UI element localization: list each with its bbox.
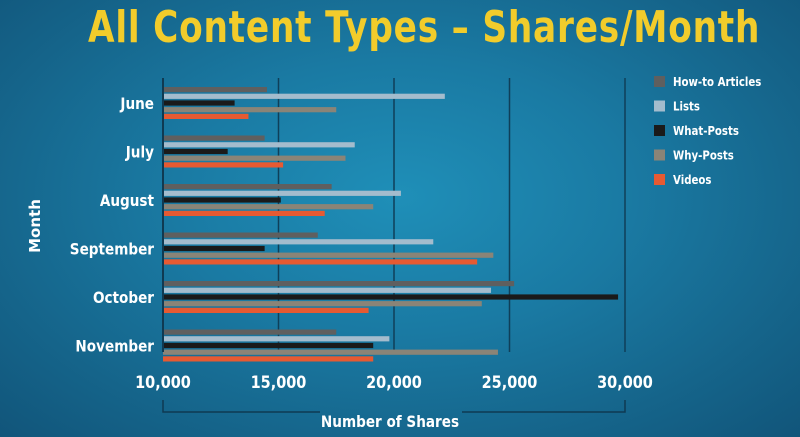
x-tick-label: 20,000 [366,372,422,392]
legend-swatch [654,174,665,185]
legend-label: What-Posts [673,124,739,138]
x-axis-label: Number of Shares [321,413,459,431]
legend-label: Lists [673,100,700,114]
x-tick-label: 25,000 [482,372,538,392]
x-tick-label: 15,000 [251,372,307,392]
x-tick-label: 30,000 [597,372,653,392]
y-tick-label: November [75,337,154,355]
x-tick-label: 10,000 [135,372,191,392]
bar [163,301,482,307]
legend-label: Why-Posts [673,149,734,163]
bar [163,87,267,93]
bar [163,148,228,155]
y-tick-label: October [93,289,155,307]
chart-title: All Content Types – Shares/Month [88,2,761,53]
bar [163,356,374,362]
y-tick-label: August [100,192,154,210]
legend-swatch [654,100,665,112]
bar [163,162,284,168]
y-tick-label: September [70,240,155,258]
y-axis-label: Month [26,199,44,253]
bar [163,204,374,210]
bar [163,259,478,265]
bar [163,135,265,141]
bar [163,349,498,355]
legend-label: Videos [673,173,712,187]
legend-swatch [654,125,665,136]
axes: June July August September October November 10… [70,78,653,413]
legend-swatch [654,76,665,87]
x-axis-bracket [162,400,626,413]
bar [163,142,355,148]
gridlines [277,78,626,352]
bars [163,87,619,362]
bar [163,294,619,300]
y-tick-label: July [125,143,154,161]
bar [163,210,325,216]
bar [163,107,337,113]
bar [163,329,337,335]
bar [163,155,346,161]
bar [163,232,318,238]
legend: How-to Articles Lists What-Posts Why-Posts V… [654,75,762,187]
bar [163,336,390,342]
bar [163,184,332,190]
y-tick-label: June [119,95,154,113]
bar [163,342,374,349]
legend-label: How-to Articles [673,75,762,89]
bar [163,287,492,293]
bar [163,307,369,313]
bar [163,190,401,196]
bar [163,281,515,287]
bar [163,239,434,245]
bar [163,245,265,252]
bar [163,252,494,258]
legend-swatch [654,149,665,161]
bar [163,113,249,119]
bar [163,100,235,106]
bar [163,197,281,203]
bar [163,93,445,99]
